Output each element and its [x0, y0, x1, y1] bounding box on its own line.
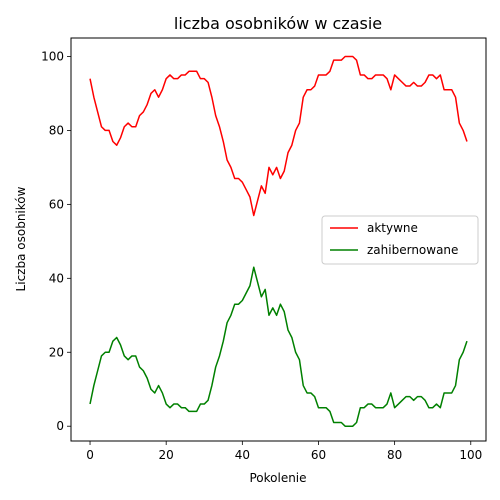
y-axis-ticks: 0 20 40 60 80 100 [41, 49, 71, 433]
legend: aktywne zahibernowane [321, 215, 479, 265]
y-tick-label: 60 [49, 197, 64, 211]
x-tick-label: 80 [387, 448, 402, 462]
y-tick-label: 0 [56, 419, 64, 433]
x-tick-label: 40 [235, 448, 250, 462]
x-tick-label: 0 [86, 448, 94, 462]
x-axis-label: Pokolenie [249, 471, 306, 485]
y-tick-label: 100 [41, 49, 64, 63]
x-tick-label: 20 [159, 448, 174, 462]
plot-area-frame [70, 37, 487, 442]
legend-frame [321, 215, 479, 265]
x-axis-ticks: 0 20 40 60 80 100 [86, 441, 482, 462]
x-tick-label: 100 [459, 448, 482, 462]
y-axis-label: Liczba osobników [14, 186, 28, 291]
series-line-0 [89, 55, 468, 217]
series-line-1 [89, 266, 468, 427]
legend-entry-1: zahibernowane [367, 243, 458, 257]
chart-title: liczba osobników w czasie [174, 14, 382, 33]
y-tick-label: 40 [49, 271, 64, 285]
x-tick-label: 60 [311, 448, 326, 462]
legend-entry-0: aktywne [367, 221, 418, 235]
plot-lines [89, 55, 468, 427]
y-tick-label: 80 [49, 123, 64, 137]
y-tick-label: 20 [49, 345, 64, 359]
